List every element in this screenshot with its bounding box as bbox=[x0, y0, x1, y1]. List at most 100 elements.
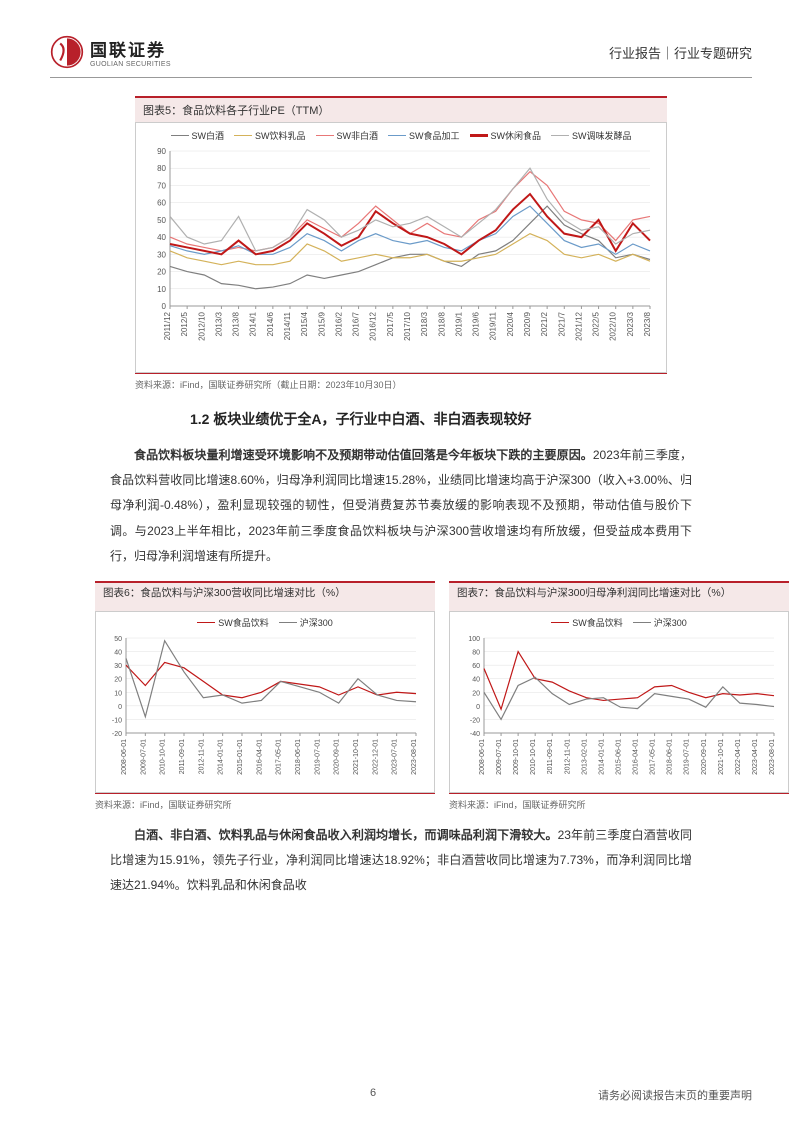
svg-text:2012-11-01: 2012-11-01 bbox=[564, 739, 571, 774]
svg-text:2017-05-01: 2017-05-01 bbox=[650, 739, 657, 775]
paragraph-2: 白酒、非白酒、饮料乳品与休闲食品收入利润均增长，而调味品利润下滑较大。23年前三… bbox=[110, 823, 692, 899]
svg-text:2023-08-01: 2023-08-01 bbox=[411, 739, 418, 775]
chart6-legend: SW食品饮料沪深300 bbox=[100, 616, 430, 629]
svg-text:2016/2: 2016/2 bbox=[334, 311, 343, 336]
svg-text:10: 10 bbox=[157, 285, 166, 294]
svg-text:2011-09-01: 2011-09-01 bbox=[179, 739, 186, 774]
svg-text:2017-05-01: 2017-05-01 bbox=[276, 739, 283, 775]
svg-text:2016/12: 2016/12 bbox=[369, 311, 378, 340]
svg-text:2015/9: 2015/9 bbox=[317, 311, 326, 336]
svg-text:2022-04-01: 2022-04-01 bbox=[735, 739, 742, 775]
svg-text:0: 0 bbox=[162, 302, 167, 311]
svg-text:0: 0 bbox=[118, 704, 122, 711]
svg-text:2023-04-01: 2023-04-01 bbox=[752, 739, 759, 775]
svg-text:-20: -20 bbox=[470, 717, 480, 724]
svg-text:2021/7: 2021/7 bbox=[557, 311, 566, 336]
svg-text:2008-06-01: 2008-06-01 bbox=[121, 739, 128, 775]
svg-text:60: 60 bbox=[157, 199, 166, 208]
svg-text:2014/1: 2014/1 bbox=[249, 311, 258, 336]
svg-text:2022/10: 2022/10 bbox=[609, 311, 618, 340]
svg-text:2021/2: 2021/2 bbox=[540, 311, 549, 336]
para1-rest: 2023年前三季度，食品饮料营收同比增速8.60%，归母净利润同比增速15.28… bbox=[110, 448, 692, 563]
svg-text:2014-01-01: 2014-01-01 bbox=[218, 739, 225, 775]
logo-text-cn: 国联证券 bbox=[90, 36, 171, 61]
svg-text:2010-10-01: 2010-10-01 bbox=[160, 739, 167, 775]
legend-item: 沪深300 bbox=[633, 616, 687, 629]
chart5-canvas: SW白酒SW饮料乳品SW非白酒SW食品加工SW休闲食品SW调味发酵品 01020… bbox=[135, 122, 667, 373]
chart7-legend: SW食品饮料沪深300 bbox=[454, 616, 784, 629]
svg-text:2015/4: 2015/4 bbox=[300, 311, 309, 336]
logo-icon bbox=[50, 35, 84, 69]
paragraph-1: 食品饮料板块量利增速受环境影响不及预期带动估值回落是今年板块下跌的主要原因。20… bbox=[110, 443, 692, 569]
svg-text:2016/7: 2016/7 bbox=[352, 311, 361, 336]
svg-text:2020/9: 2020/9 bbox=[523, 311, 532, 336]
chart6-svg: -20-10010203040502008-06-012009-07-01201… bbox=[100, 633, 430, 783]
section-heading: 1.2 板块业绩优于全A，子行业中白酒、非白酒表现较好 bbox=[190, 409, 667, 429]
svg-text:-10: -10 bbox=[112, 717, 122, 724]
footer-note: 请务必阅读报告末页的重要声明 bbox=[598, 1087, 752, 1103]
legend-item: SW休闲食品 bbox=[470, 129, 542, 142]
chart7-svg: -40-200204060801002008-06-012009-07-0120… bbox=[454, 633, 784, 783]
svg-text:2012/10: 2012/10 bbox=[197, 311, 206, 340]
page-footer: 6 请务必阅读报告末页的重要声明 bbox=[50, 1087, 752, 1103]
logo-text-en: GUOLIAN SECURITIES bbox=[90, 61, 171, 68]
legend-item: SW调味发酵品 bbox=[551, 129, 632, 142]
page-header: 国联证券 GUOLIAN SECURITIES 行业报告｜行业专题研究 bbox=[50, 35, 752, 78]
header-category: 行业报告｜行业专题研究 bbox=[609, 43, 752, 62]
svg-text:40: 40 bbox=[157, 233, 166, 242]
legend-item: SW饮料乳品 bbox=[234, 129, 306, 142]
chart5-container: 图表5：食品饮料各子行业PE（TTM） SW白酒SW饮料乳品SW非白酒SW食品加… bbox=[135, 96, 667, 391]
svg-text:2019-07-01: 2019-07-01 bbox=[684, 739, 691, 775]
svg-text:70: 70 bbox=[157, 181, 166, 190]
chart5-svg: 01020304050607080902011/122012/52012/102… bbox=[142, 146, 657, 361]
chart6-source: 资料来源：iFind，国联证券研究所 bbox=[95, 793, 435, 811]
svg-text:40: 40 bbox=[114, 650, 122, 657]
svg-text:20: 20 bbox=[114, 677, 122, 684]
chart6-canvas: SW食品饮料沪深300 -20-10010203040502008-06-012… bbox=[95, 611, 435, 793]
svg-text:2017/5: 2017/5 bbox=[386, 311, 395, 336]
svg-text:80: 80 bbox=[157, 164, 166, 173]
svg-text:2012-11-01: 2012-11-01 bbox=[198, 739, 205, 774]
legend-item: SW白酒 bbox=[171, 129, 225, 142]
svg-text:80: 80 bbox=[472, 650, 480, 657]
svg-text:2011/12: 2011/12 bbox=[163, 311, 172, 340]
svg-text:100: 100 bbox=[468, 636, 480, 643]
svg-text:2020-09-01: 2020-09-01 bbox=[334, 739, 341, 775]
legend-item: SW食品饮料 bbox=[197, 616, 269, 629]
chart5-title: 图表5：食品饮料各子行业PE（TTM） bbox=[135, 96, 667, 122]
svg-text:2019/1: 2019/1 bbox=[454, 311, 463, 336]
svg-text:2018-06-01: 2018-06-01 bbox=[667, 739, 674, 775]
svg-text:2023-08-01: 2023-08-01 bbox=[769, 739, 776, 775]
svg-text:2018/3: 2018/3 bbox=[420, 311, 429, 336]
svg-text:2020/4: 2020/4 bbox=[506, 311, 515, 336]
svg-text:-40: -40 bbox=[470, 731, 480, 738]
svg-text:40: 40 bbox=[472, 677, 480, 684]
svg-text:30: 30 bbox=[114, 663, 122, 670]
chart5-legend: SW白酒SW饮料乳品SW非白酒SW食品加工SW休闲食品SW调味发酵品 bbox=[142, 129, 660, 142]
svg-text:-20: -20 bbox=[112, 731, 122, 738]
svg-text:2021-10-01: 2021-10-01 bbox=[353, 739, 360, 775]
svg-text:2014-01-01: 2014-01-01 bbox=[598, 739, 605, 775]
svg-text:90: 90 bbox=[157, 147, 166, 156]
legend-item: 沪深300 bbox=[279, 616, 333, 629]
chart7-source: 资料来源：iFind，国联证券研究所 bbox=[449, 793, 789, 811]
svg-text:2023-07-01: 2023-07-01 bbox=[392, 739, 399, 775]
svg-text:2013-02-01: 2013-02-01 bbox=[581, 739, 588, 775]
svg-text:2021/12: 2021/12 bbox=[574, 311, 583, 340]
svg-text:2023/3: 2023/3 bbox=[626, 311, 635, 336]
svg-text:2015-01-01: 2015-01-01 bbox=[237, 739, 244, 775]
svg-text:2014/11: 2014/11 bbox=[283, 311, 292, 340]
chart6-title: 图表6：食品饮料与沪深300营收同比增速对比（%） bbox=[95, 581, 435, 611]
svg-text:2012/5: 2012/5 bbox=[180, 311, 189, 336]
svg-text:20: 20 bbox=[157, 268, 166, 277]
svg-text:2009-07-01: 2009-07-01 bbox=[496, 739, 503, 775]
page-number: 6 bbox=[370, 1087, 376, 1103]
svg-text:2016-04-01: 2016-04-01 bbox=[256, 739, 263, 775]
svg-text:60: 60 bbox=[472, 663, 480, 670]
svg-text:2019-07-01: 2019-07-01 bbox=[314, 739, 321, 775]
svg-text:2018/8: 2018/8 bbox=[437, 311, 446, 336]
svg-text:2019/6: 2019/6 bbox=[472, 311, 481, 336]
chart5-source: 资料来源：iFind，国联证券研究所（截止日期：2023年10月30日） bbox=[135, 373, 667, 391]
svg-text:2019/11: 2019/11 bbox=[489, 311, 498, 340]
svg-text:2022/5: 2022/5 bbox=[592, 311, 601, 336]
